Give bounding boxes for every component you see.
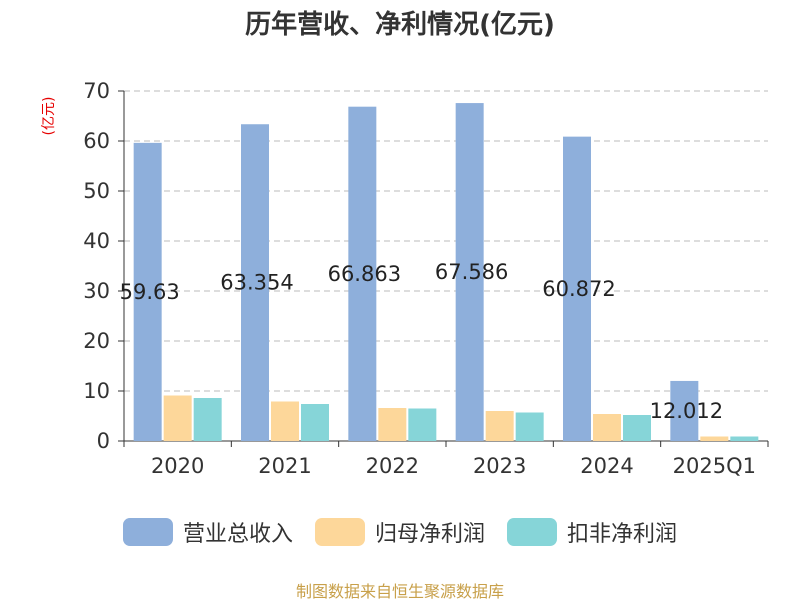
bar-revenue [563, 136, 591, 441]
data-source-note: 制图数据来自恒生聚源数据库 [295, 582, 504, 601]
bar-revenue [455, 103, 484, 441]
x-tick-label: 2025Q1 [673, 454, 756, 478]
x-tick-label: 2021 [258, 454, 311, 478]
legend-item-net-profit[interactable]: 归母净利润 [314, 516, 485, 548]
y-tick-label: 60 [83, 129, 110, 153]
bar-revenue [670, 380, 699, 441]
legend-label-revenue: 营业总收入 [182, 522, 293, 547]
legend-label-deducted-profit: 扣非净利润 [567, 522, 678, 547]
legend-item-deducted-profit[interactable]: 扣非净利润 [507, 516, 677, 548]
y-tick-label: 50 [83, 179, 110, 203]
bar-deducted-profit [408, 408, 437, 441]
x-tick-label: 2024 [580, 454, 633, 478]
y-tick-label: 10 [83, 379, 110, 403]
legend-swatch-revenue [122, 518, 173, 546]
y-tick-label: 20 [83, 329, 110, 353]
bar-net-profit [700, 436, 729, 441]
y-tick-label: 30 [83, 279, 110, 303]
bar-net-profit [163, 395, 192, 441]
bar-deducted-profit [193, 398, 222, 441]
legend-swatch-deducted-profit [507, 518, 557, 546]
bar-deducted-profit [623, 415, 651, 441]
x-tick-label: 2022 [366, 454, 419, 478]
bar-deducted-profit [515, 412, 544, 441]
legend: 营业总收入 归母净利润 扣非净利润 [0, 516, 800, 548]
bar-deducted-profit [730, 436, 759, 441]
legend-swatch-net-profit [314, 518, 365, 546]
data-label-revenue: 63.354 [220, 271, 293, 295]
y-tick-label: 40 [83, 229, 110, 253]
bar-net-profit [271, 401, 299, 441]
legend-item-revenue[interactable]: 营业总收入 [122, 516, 293, 548]
chart-title: 历年营收、净利情况(亿元) [245, 10, 555, 40]
bar-net-profit [593, 414, 621, 441]
data-label-revenue: 60.872 [542, 277, 615, 301]
bar-revenue [241, 124, 269, 441]
data-label-revenue: 12.012 [650, 399, 723, 423]
y-tick-label: 70 [83, 79, 110, 103]
bar-revenue [348, 106, 377, 441]
legend-label-net-profit: 归母净利润 [374, 522, 485, 547]
bar-net-profit [378, 408, 407, 441]
data-label-revenue: 59.63 [120, 280, 180, 304]
x-tick-label: 2023 [473, 454, 526, 478]
bar-revenue [133, 142, 162, 441]
data-label-revenue: 66.863 [328, 262, 401, 286]
bar-net-profit [485, 411, 514, 441]
bar-deducted-profit [301, 404, 329, 441]
data-label-revenue: 67.586 [435, 260, 508, 284]
y-tick-label: 0 [97, 429, 110, 453]
x-tick-label: 2020 [151, 454, 204, 478]
